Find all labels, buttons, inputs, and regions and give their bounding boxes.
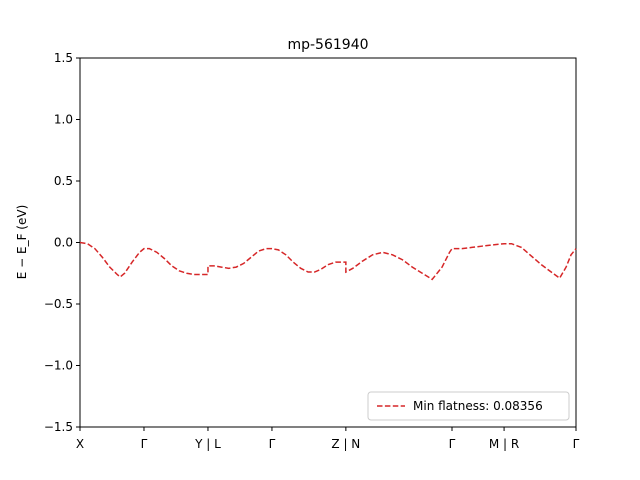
y-axis-label: E − E_F (eV) — [15, 205, 29, 280]
x-tick-label: Γ — [573, 437, 580, 451]
y-tick-label: −1.5 — [44, 420, 73, 434]
legend-label: Min flatness: 0.08356 — [413, 399, 543, 413]
y-tick-label: 1.5 — [54, 51, 73, 65]
x-tick-label: Y | L — [194, 437, 221, 451]
legend-box — [367, 391, 570, 421]
series-line — [79, 241, 577, 281]
y-tick-label: 0.0 — [54, 236, 73, 250]
x-tick-label: Γ — [269, 437, 276, 451]
x-tick-label: Z | N — [331, 437, 360, 451]
x-tick-label: M | R — [489, 437, 519, 451]
series-group — [79, 241, 577, 281]
legend: Min flatness: 0.08356 — [367, 391, 570, 421]
y-tick-label: 1.0 — [54, 113, 73, 127]
y-tick-label: −1.0 — [44, 359, 73, 373]
chart-title: mp-561940 — [287, 37, 368, 53]
x-tick-label: Γ — [449, 437, 456, 451]
y-tick-label: −0.5 — [44, 297, 73, 311]
x-tick-label: X — [76, 437, 84, 451]
x-tick-label: Γ — [141, 437, 148, 451]
x-axis-ticks: X Γ Y | L Γ Z | N Γ M | R Γ — [76, 427, 580, 451]
y-tick-label: 0.5 — [54, 174, 73, 188]
y-axis-ticks: −1.5 −1.0 −0.5 0.0 0.5 1.0 1.5 — [44, 51, 80, 434]
